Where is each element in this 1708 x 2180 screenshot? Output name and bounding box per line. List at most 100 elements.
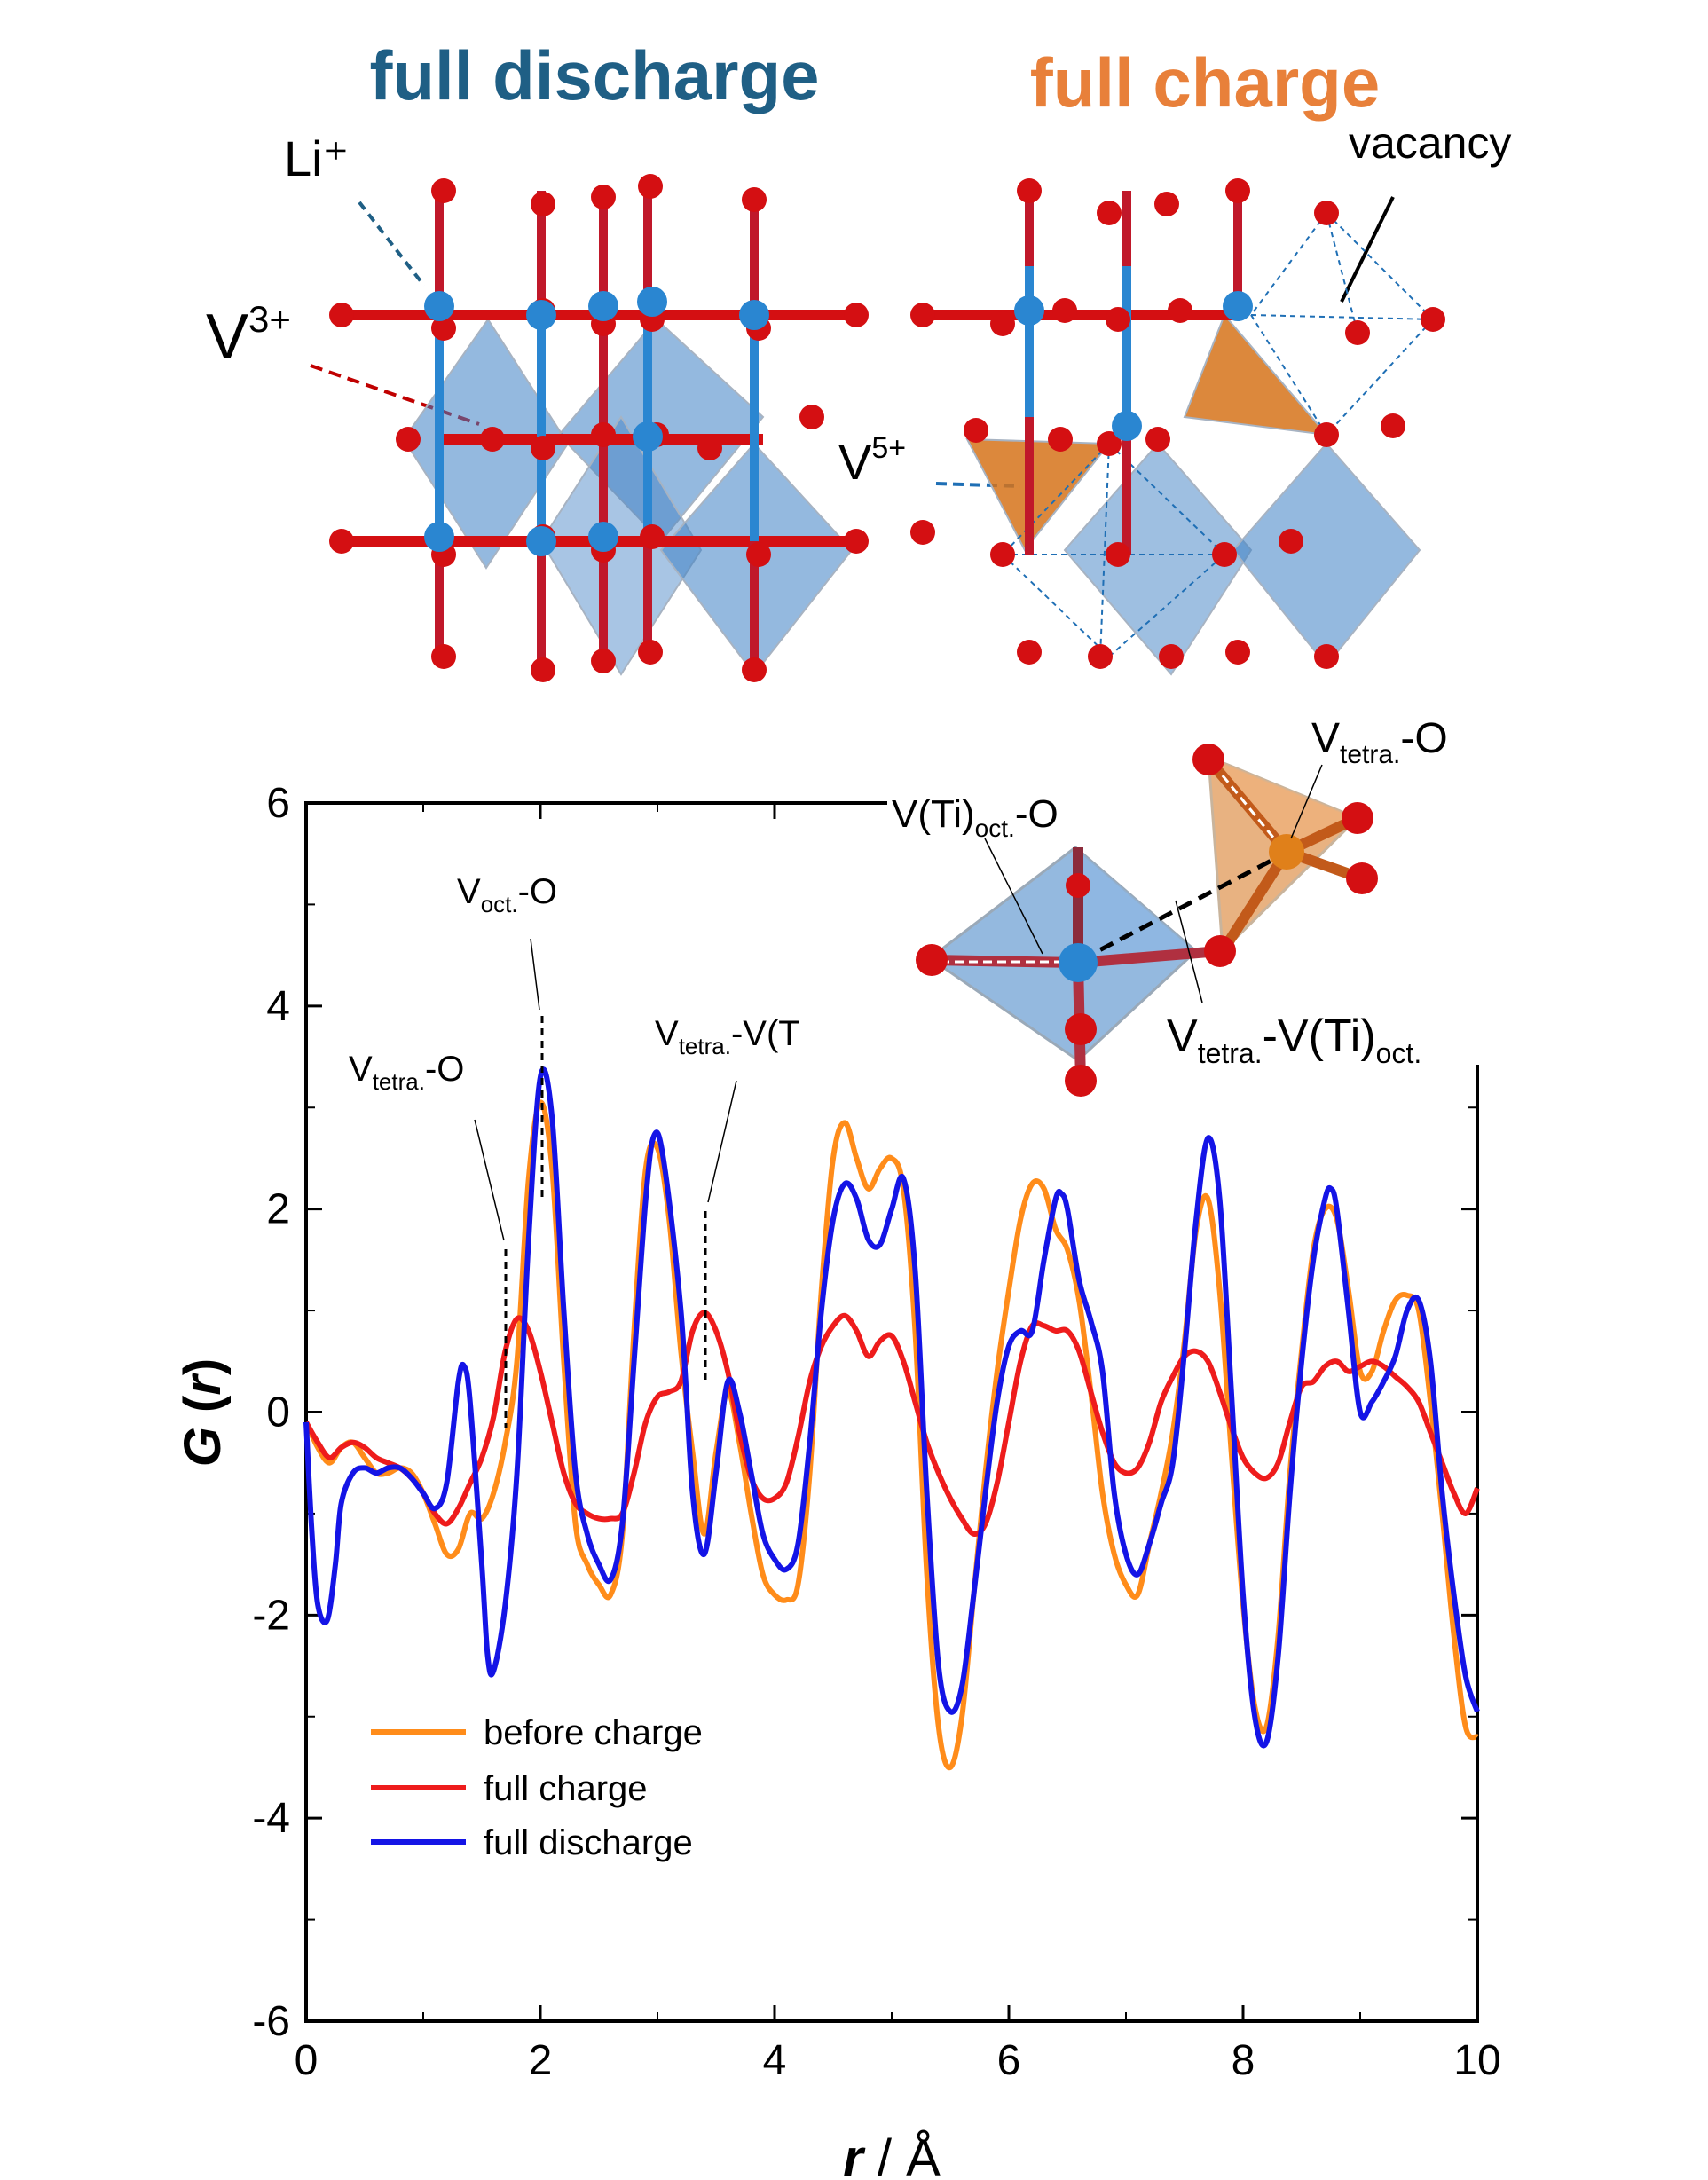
oxygen-atom bbox=[1106, 542, 1130, 567]
metal-atom bbox=[424, 291, 454, 321]
discharge-lattice bbox=[329, 174, 869, 682]
vacancy-edge bbox=[1250, 212, 1327, 316]
inset-atom-o3 bbox=[1065, 1013, 1097, 1045]
vacancy-edge bbox=[1108, 443, 1225, 555]
vacancy-edge bbox=[1326, 212, 1434, 320]
x-tick-label: 2 bbox=[529, 2037, 553, 2084]
oxygen-atom bbox=[1421, 307, 1445, 332]
y-tick-label: 4 bbox=[266, 983, 290, 1030]
vacancy-edge bbox=[1326, 319, 1434, 436]
peak-annotations: Voct.-O Vtetra.-O Vtetra.-V(T bbox=[349, 872, 800, 1428]
label-v3: V3+ bbox=[206, 298, 291, 373]
inset-mask bbox=[887, 710, 1491, 1065]
oxygen-atom bbox=[1052, 298, 1077, 323]
annot-vv-leader bbox=[707, 1080, 737, 1203]
tetrahedron bbox=[965, 437, 1112, 552]
oxygen-atom bbox=[742, 187, 767, 212]
oxygen-atom bbox=[1225, 178, 1250, 203]
inset-octahedron-face bbox=[1075, 847, 1196, 958]
oxygen-atom bbox=[591, 649, 616, 673]
legend-label-before: before charge bbox=[484, 1713, 703, 1752]
oxygen-atom bbox=[638, 174, 663, 199]
octahedron bbox=[1063, 442, 1253, 676]
inset-label-vtet: Vtetra.-O bbox=[1311, 715, 1448, 769]
oxygen-atom bbox=[531, 657, 555, 682]
inset-atom-o4 bbox=[1065, 1065, 1097, 1097]
legend-label-charge: full charge bbox=[484, 1769, 648, 1808]
y-axis-label: G (r) bbox=[174, 1358, 232, 1467]
oxygen-atom bbox=[480, 427, 505, 452]
inset-voct-leader bbox=[984, 838, 1043, 955]
oxygen-atom bbox=[990, 311, 1015, 336]
inset-vv-leader bbox=[1175, 900, 1203, 1003]
oxygen-atom bbox=[640, 524, 665, 549]
oxygen-atom bbox=[1314, 422, 1339, 447]
inset-atom-tet-center bbox=[1269, 834, 1304, 870]
vacancy-edge bbox=[1326, 212, 1358, 334]
inset-atom-o1 bbox=[916, 944, 948, 976]
oxygen-atom bbox=[1154, 192, 1179, 216]
annot-vtet-leader bbox=[474, 1119, 505, 1241]
legend-label-discharge: full discharge bbox=[484, 1823, 693, 1862]
inset-vtet-leader bbox=[1290, 764, 1323, 839]
oxygen-atom bbox=[697, 436, 722, 460]
inset-atom-oct-center bbox=[1059, 943, 1098, 982]
x-tick-label: 6 bbox=[997, 2037, 1021, 2084]
y-tick-label: 2 bbox=[266, 1186, 290, 1233]
vacancy-edge bbox=[1002, 554, 1110, 657]
oxygen-atom bbox=[531, 436, 555, 460]
series-line-full-discharge bbox=[303, 1066, 1480, 1749]
inset-atom-o8 bbox=[1346, 862, 1378, 894]
oxygen-atom bbox=[1106, 307, 1130, 332]
inset-atom-o5 bbox=[1066, 873, 1090, 898]
x-tick-label: 4 bbox=[763, 2037, 787, 2084]
oxygen-atom bbox=[396, 427, 421, 452]
charge-lattice bbox=[910, 178, 1445, 676]
series-line-full-charge bbox=[303, 1310, 1480, 1537]
oxygen-atom bbox=[1212, 542, 1237, 567]
oxygen-atom bbox=[1145, 427, 1170, 452]
y-tick-label: -2 bbox=[252, 1592, 290, 1639]
oxygen-atom bbox=[746, 542, 771, 567]
oxygen-atom bbox=[431, 316, 456, 341]
metal-atom bbox=[1014, 295, 1044, 326]
octahedron bbox=[1232, 442, 1421, 667]
oxygen-atom bbox=[990, 542, 1015, 567]
oxygen-atom bbox=[638, 640, 663, 665]
metal-atom bbox=[588, 291, 618, 321]
inset-atom-o6 bbox=[1192, 744, 1224, 775]
vacancy-leader bbox=[1340, 196, 1395, 303]
tetrahedron bbox=[1183, 313, 1329, 437]
y-tick-label: 6 bbox=[266, 780, 290, 827]
x-tick-label: 0 bbox=[295, 2037, 319, 2084]
oxygen-atom bbox=[329, 303, 354, 327]
oxygen-atom bbox=[1097, 201, 1122, 225]
series-lines bbox=[303, 1066, 1480, 1771]
metal-atom bbox=[637, 287, 667, 317]
oxygen-atom bbox=[1017, 640, 1042, 665]
left-title: full discharge bbox=[369, 36, 819, 114]
oxygen-atom bbox=[1159, 644, 1184, 669]
annot-vv: Vtetra.-V(T bbox=[655, 1014, 800, 1059]
oxygen-atom bbox=[531, 192, 555, 216]
annot-vtet: Vtetra.-O bbox=[349, 1050, 464, 1095]
oxygen-atom bbox=[799, 405, 824, 429]
right-title: full charge bbox=[1030, 43, 1380, 122]
x-axis-label: r / Å bbox=[843, 2129, 941, 2180]
metal-atom bbox=[1112, 411, 1142, 441]
metal-atom bbox=[633, 421, 663, 452]
oxygen-atom bbox=[964, 418, 988, 443]
x-tick-label: 8 bbox=[1232, 2037, 1255, 2084]
oxygen-atom bbox=[910, 520, 935, 545]
inset-bond-tet-dash bbox=[1212, 764, 1284, 849]
oxygen-atom bbox=[431, 178, 456, 203]
vacancy-edge bbox=[1250, 314, 1327, 436]
label-v5: V5+ bbox=[838, 431, 906, 490]
li-leader bbox=[358, 201, 426, 287]
oxygen-atom bbox=[1381, 413, 1405, 438]
y-tick-label: 0 bbox=[266, 1389, 290, 1436]
oxygen-atom bbox=[591, 422, 616, 447]
metal-atom bbox=[526, 300, 556, 330]
legend: before charge full charge full discharge bbox=[371, 1713, 703, 1862]
